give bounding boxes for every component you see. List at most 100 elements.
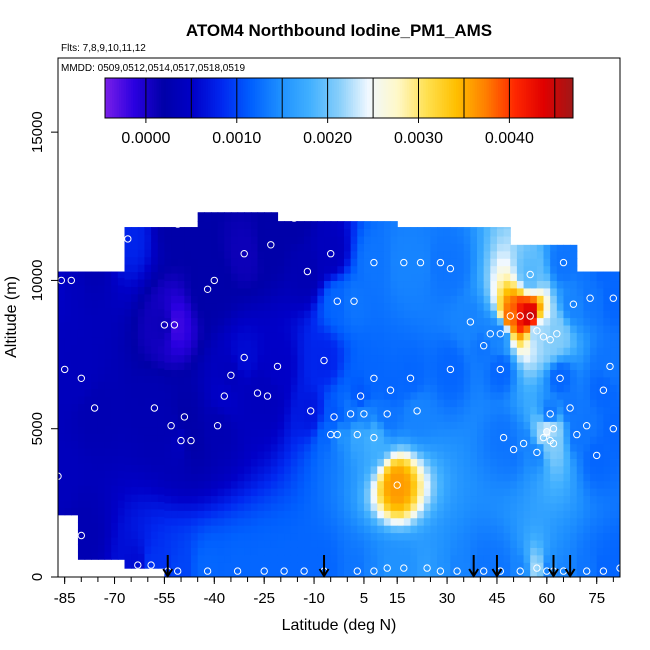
curtain-cell bbox=[556, 569, 565, 577]
curtain-cell bbox=[463, 428, 471, 437]
curtain-cell bbox=[137, 531, 146, 540]
curtain-cell bbox=[417, 443, 425, 452]
curtain-cell bbox=[191, 391, 199, 400]
curtain-cell bbox=[343, 221, 352, 230]
curtain-cell bbox=[204, 525, 212, 534]
curtain-cell bbox=[483, 369, 491, 378]
curtain-cell bbox=[610, 502, 618, 511]
curtain-cell bbox=[477, 354, 485, 363]
sample-marker bbox=[533, 564, 541, 572]
curtain-cell bbox=[510, 413, 518, 422]
curtain-cell bbox=[171, 258, 179, 267]
curtain-cell bbox=[556, 436, 565, 445]
colorbar-segment bbox=[357, 78, 361, 118]
colorbar-segment bbox=[240, 78, 244, 118]
curtain-cell bbox=[324, 317, 332, 326]
curtain-cell bbox=[310, 302, 318, 311]
curtain-cell bbox=[563, 458, 571, 467]
curtain-cell bbox=[117, 418, 126, 427]
curtain-cell bbox=[224, 480, 232, 489]
curtain-cell bbox=[84, 314, 92, 323]
curtain-cell bbox=[237, 569, 245, 577]
curtain-cell bbox=[570, 406, 578, 415]
curtain-cell bbox=[157, 404, 166, 413]
curtain-cell bbox=[523, 376, 531, 385]
curtain-cell bbox=[157, 516, 166, 525]
curtain-cell bbox=[270, 525, 279, 534]
curtain-cell bbox=[563, 554, 571, 563]
curtain-cell bbox=[370, 339, 378, 348]
curtain-cell bbox=[503, 280, 511, 289]
curtain-cell bbox=[423, 258, 432, 267]
curtain-cell bbox=[184, 569, 192, 577]
curtain-cell bbox=[417, 547, 425, 556]
sample-marker bbox=[370, 567, 378, 575]
curtain-cell bbox=[397, 235, 405, 244]
curtain-cell bbox=[477, 413, 485, 422]
curtain-cell bbox=[330, 287, 338, 296]
curtain-cell bbox=[443, 384, 451, 393]
curtain-cell bbox=[530, 428, 538, 437]
curtain-cell bbox=[576, 502, 585, 511]
curtain-cell bbox=[477, 547, 485, 556]
curtain-cell bbox=[450, 399, 458, 408]
curtain-cell bbox=[131, 531, 139, 540]
curtain-cell bbox=[423, 473, 432, 482]
curtain-cell bbox=[324, 354, 332, 363]
curtain-cell bbox=[357, 354, 365, 363]
curtain-cell bbox=[383, 436, 392, 445]
x-tick-label: 30 bbox=[439, 590, 456, 607]
curtain-cell bbox=[277, 221, 285, 230]
colorbar-segment bbox=[308, 78, 312, 118]
curtain-cell bbox=[111, 366, 119, 375]
curtain-cell bbox=[363, 235, 372, 244]
curtain-cell bbox=[510, 265, 518, 274]
curtain-cell bbox=[430, 317, 438, 326]
curtain-cell bbox=[224, 539, 232, 548]
curtain-cell bbox=[124, 227, 132, 236]
curtain-cell bbox=[304, 339, 312, 348]
colorbar-segment bbox=[184, 78, 188, 118]
curtain-cell bbox=[204, 562, 212, 571]
curtain-cell bbox=[84, 433, 92, 442]
curtain-cell bbox=[91, 433, 99, 442]
curtain-cell bbox=[58, 410, 66, 419]
curtain-cell bbox=[124, 404, 132, 413]
curtain-cell bbox=[171, 332, 179, 341]
curtain-cell bbox=[523, 399, 531, 408]
curtain-cell bbox=[217, 369, 225, 378]
curtain-cell bbox=[310, 310, 318, 319]
curtain-cell bbox=[191, 361, 199, 370]
curtain-cell bbox=[290, 354, 299, 363]
curtain-cell bbox=[550, 443, 558, 452]
curtain-cell bbox=[270, 539, 279, 548]
curtain-cell bbox=[137, 301, 146, 310]
curtain-cell bbox=[210, 502, 219, 511]
curtain-cell bbox=[583, 287, 591, 296]
curtain-cell bbox=[430, 258, 438, 267]
curtain-cell bbox=[91, 359, 99, 368]
curtain-cell bbox=[210, 517, 219, 526]
curtain-cell bbox=[463, 324, 471, 333]
curtain-cell bbox=[204, 258, 212, 267]
curtain-cell bbox=[204, 361, 212, 370]
sample-marker bbox=[353, 430, 361, 439]
curtain-cell bbox=[317, 265, 325, 274]
curtain-cell bbox=[490, 280, 498, 289]
curtain-cell bbox=[370, 539, 378, 548]
curtain-cell bbox=[270, 384, 279, 393]
curtain-cell bbox=[503, 413, 511, 422]
curtain-cell bbox=[550, 361, 558, 370]
curtain-cell bbox=[290, 399, 299, 408]
curtain-cell bbox=[536, 539, 545, 548]
curtain-cell bbox=[383, 339, 392, 348]
curtain-cell bbox=[131, 375, 139, 384]
curtain-cell bbox=[536, 517, 545, 526]
curtain-cell bbox=[603, 554, 611, 563]
curtain-cell bbox=[157, 330, 166, 339]
curtain-cell bbox=[423, 354, 432, 363]
curtain-cell bbox=[270, 488, 279, 497]
curtain-cell bbox=[390, 436, 398, 445]
sample-marker bbox=[480, 567, 488, 575]
curtain-cell bbox=[430, 324, 438, 333]
